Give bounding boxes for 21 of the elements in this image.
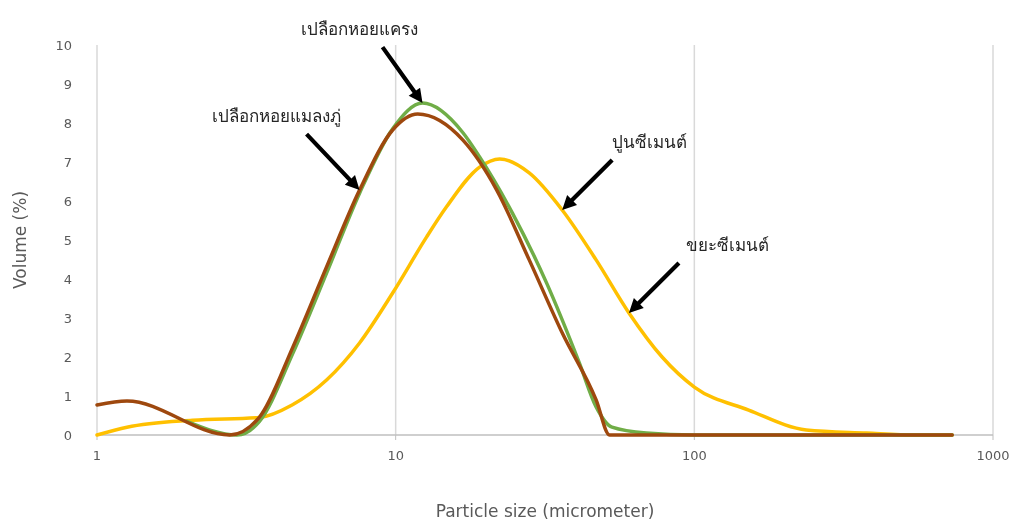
- y-tick-label: 0: [63, 428, 72, 443]
- annotation: ปูนซีเมนต์: [611, 131, 687, 153]
- x-axis-title: Particle size (micrometer): [435, 501, 655, 521]
- x-tick-label: 1000: [976, 448, 1010, 463]
- y-tick-label: 7: [63, 155, 72, 170]
- y-tick-label: 5: [63, 233, 72, 248]
- y-tick-label: 6: [63, 194, 72, 209]
- x-tick-label: 1: [92, 448, 102, 463]
- y-tick-label: 3: [63, 311, 72, 326]
- x-tick-label: 100: [681, 448, 707, 463]
- y-tick-label: 8: [63, 116, 72, 131]
- y-tick-label: 9: [63, 77, 72, 92]
- y-tick-label: 4: [63, 272, 72, 287]
- y-tick-label: 1: [63, 389, 72, 404]
- y-tick-label: 10: [55, 38, 72, 53]
- x-tick-label: 10: [387, 448, 404, 463]
- annotation: เปลือกหอยแมลงภู่: [212, 106, 342, 128]
- text: เปลือกหอยแครง: [301, 19, 419, 40]
- y-tick-label: 2: [63, 350, 72, 365]
- annotation: ขยะซีเมนต์: [686, 234, 770, 255]
- y-axis-title: Volume (%): [10, 190, 30, 290]
